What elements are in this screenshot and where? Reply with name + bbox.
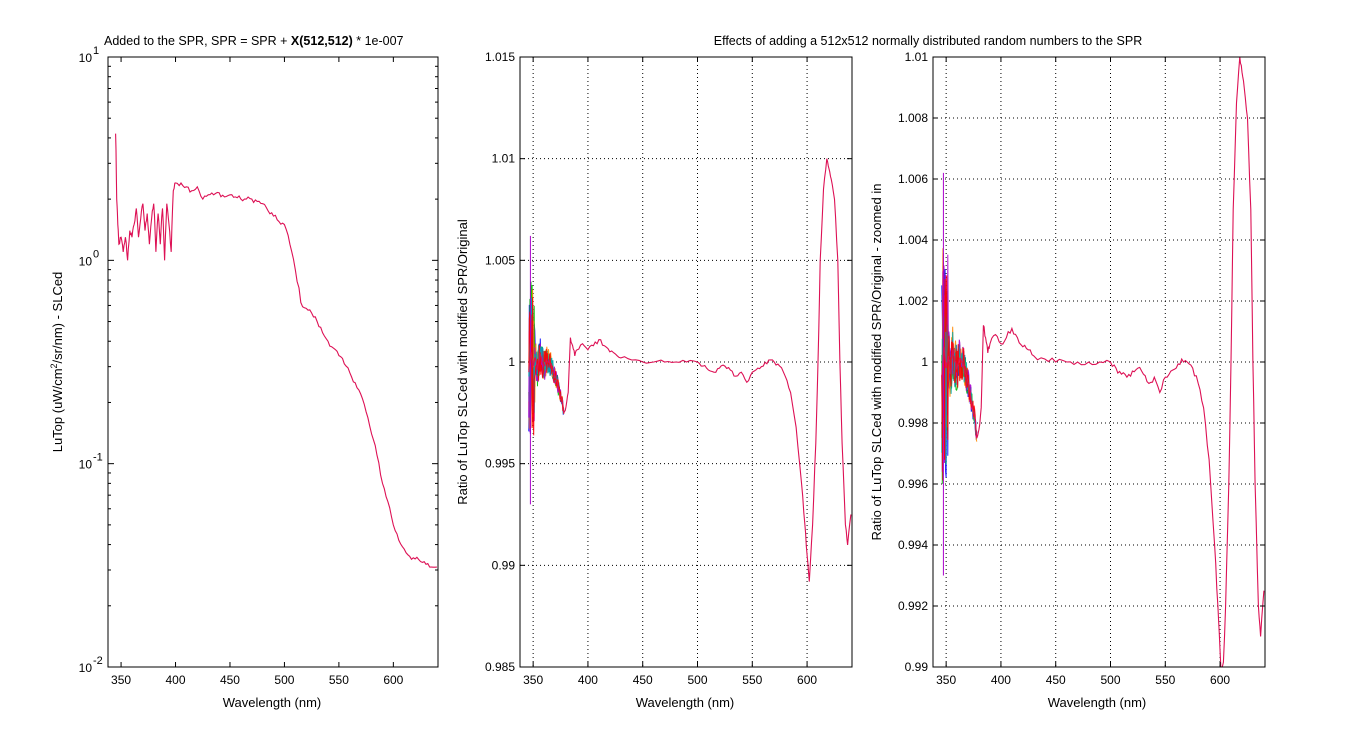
figure-title: Effects of adding a 512x512 normally dis… [714,34,1143,48]
panel-1: Added to the SPR, SPR = SPR + X(512,512)… [49,34,439,710]
series-line [941,56,1265,668]
x-tick-label: 600 [797,673,817,687]
panel-1-title: Added to the SPR, SPR = SPR + X(512,512)… [104,34,404,48]
panel-2-plot-area: 350 400 450 500 550 600 0.985 0.99 0.995 1 1.005 1.… [485,50,853,687]
y-tick-label: 0.994 [898,538,928,552]
y-tick-label: 1.006 [898,172,928,186]
y-tick-label: 0.985 [485,660,515,674]
x-tick-label: 350 [523,673,543,687]
y-tick-label: 0.995 [485,457,515,471]
y-tick-label: 10 [79,51,93,65]
y-tick-label: 1.005 [485,253,515,267]
x-tick-label: 450 [1046,673,1066,687]
x-tick-label: 400 [991,673,1011,687]
x-tick-label: 600 [1210,673,1230,687]
y-tick-label: 1.01 [492,152,516,166]
y-tick-label: 0.99 [905,660,929,674]
y-tick-label-exponent: -2 [93,655,103,667]
y-tick-label: 10 [79,458,93,472]
y-tick-label: 0.99 [492,558,516,572]
y-tick-label-exponent: -1 [93,452,103,464]
y-tick-label: 1.015 [485,50,515,64]
y-tick-label: 10 [79,661,93,675]
y-tick-label: 1 [921,355,928,369]
y-tick-label: 1.002 [898,294,928,308]
series-line [115,133,437,568]
x-tick-label: 400 [578,673,598,687]
y-tick-label: 1.004 [898,233,928,247]
x-tick-label: 450 [633,673,653,687]
x-tick-label: 550 [742,673,762,687]
panel-2-ylabel: Ratio of LuTop SLCed with modified SPR/O… [455,219,470,505]
series-line [528,158,852,582]
panel-1-ylabel: LuTop (uW/cm2/sr/nm) - SLCed [49,272,65,453]
x-tick-label: 600 [383,673,403,687]
panel-1-xlabel: Wavelength (nm) [223,695,322,710]
axes-box [107,56,439,668]
panel-1-ylabel-before: LuTop (uW/cm [50,368,65,452]
y-tick-label-exponent: 1 [93,45,99,57]
x-tick-label: 500 [274,673,294,687]
y-tick-label: 0.996 [898,477,928,491]
noise-series-line [941,253,978,481]
x-tick-label: 400 [166,673,186,687]
panel-3-plot-area: 350 400 450 500 550 600 0.99 0.992 0.994 0.996 0.9… [898,50,1266,687]
panel-2-xlabel: Wavelength (nm) [636,695,735,710]
y-tick-label-exponent: 0 [93,248,99,260]
y-tick-label: 1.008 [898,111,928,125]
panel-3: Ratio of LuTop SLCed with modified SPR/O… [869,50,1266,710]
y-tick-label: 0.992 [898,599,928,613]
x-tick-label: 350 [111,673,131,687]
panel-2: Ratio of LuTop SLCed with modified SPR/O… [455,50,853,710]
y-tick-label: 10 [79,254,93,268]
y-tick-label: 0.998 [898,416,928,430]
panel-1-title-suffix: * 1e-007 [353,34,404,48]
noise-series-line [528,297,565,436]
x-tick-label: 500 [1100,673,1120,687]
panel-1-title-prefix: Added to the SPR, SPR = SPR + [104,34,291,48]
panel-1-title-bold: X(512,512) [291,34,353,48]
x-tick-label: 350 [936,673,956,687]
x-tick-label: 450 [220,673,240,687]
panel-3-ylabel: Ratio of LuTop SLCed with modified SPR/O… [869,184,884,541]
x-tick-label: 550 [329,673,349,687]
x-tick-label: 500 [687,673,707,687]
panel-3-xlabel: Wavelength (nm) [1048,695,1147,710]
panel-1-ylabel-after: /sr/nm) - SLCed [50,272,65,364]
y-tick-label: 1 [508,355,515,369]
x-tick-label: 550 [1155,673,1175,687]
y-tick-label: 1.01 [905,50,929,64]
panel-1-ylabel-sup: 2 [49,363,59,368]
